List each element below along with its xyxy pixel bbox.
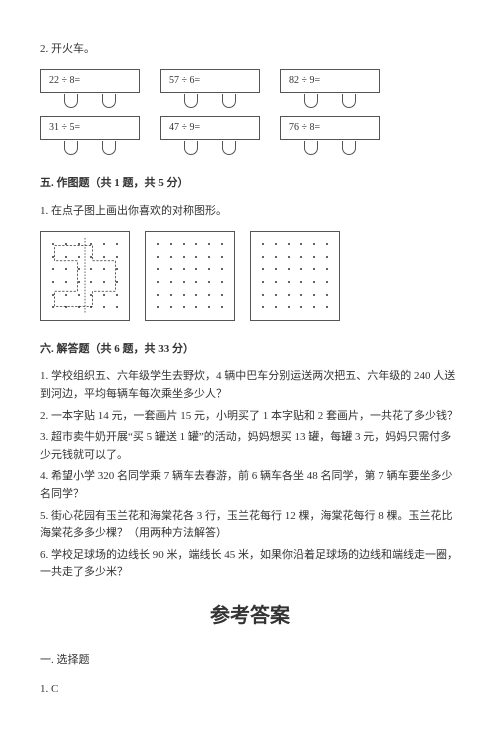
- car-body: 57 ÷ 6=: [160, 69, 260, 93]
- wheel: [342, 141, 356, 155]
- wheels: [40, 94, 140, 108]
- section6-questions: 1. 学校组织五、六年级学生去野炊，4 辆中巴车分别运送两次把五、六年级的 24…: [40, 368, 460, 582]
- train-car: 57 ÷ 6=: [160, 69, 260, 108]
- train-car: 47 ÷ 9=: [160, 116, 260, 155]
- train-car: 22 ÷ 8=: [40, 69, 140, 108]
- symmetry-shape: [47, 238, 123, 314]
- wheel: [342, 94, 356, 108]
- wheel: [222, 141, 236, 155]
- dot-grid-2: [145, 231, 235, 321]
- dot-grid-3: [250, 231, 340, 321]
- car-expr: 57 ÷ 6=: [169, 73, 200, 89]
- train-car: 31 ÷ 5=: [40, 116, 140, 155]
- wheel: [184, 94, 198, 108]
- wheels: [280, 94, 380, 108]
- car-body: 76 ÷ 8=: [280, 116, 380, 140]
- train-car: 76 ÷ 8=: [280, 116, 380, 155]
- section5-q1: 1. 在点子图上画出你喜欢的对称图形。: [40, 203, 460, 221]
- q2-label: 2. 开火车。: [40, 41, 460, 59]
- section6-q: 6. 学校足球场的边线长 90 米，端线长 45 米，如果你沿着足球场的边线和端…: [40, 547, 460, 582]
- section6-q: 1. 学校组织五、六年级学生去野炊，4 辆中巴车分别运送两次把五、六年级的 24…: [40, 368, 460, 403]
- wheel: [102, 94, 116, 108]
- dot-grid-1: [40, 231, 130, 321]
- dot-grids: [40, 231, 460, 321]
- answers-title: 参考答案: [40, 600, 460, 632]
- wheels: [280, 141, 380, 155]
- train-row-1: 22 ÷ 8= 57 ÷ 6= 82 ÷ 9=: [40, 69, 460, 108]
- section5-title: 五. 作图题（共 1 题，共 5 分）: [40, 175, 460, 193]
- section6-q: 5. 街心花园有玉兰花和海棠花各 3 行，玉兰花每行 12 棵，海棠花每行 8 …: [40, 508, 460, 543]
- train-row-2: 31 ÷ 5= 47 ÷ 9= 76 ÷ 8=: [40, 116, 460, 155]
- section6-q: 4. 希望小学 320 名同学乘 7 辆车去春游，前 6 辆车各坐 48 名同学…: [40, 468, 460, 503]
- wheel: [304, 141, 318, 155]
- section6-q: 2. 一本字贴 14 元，一套画片 15 元，小明买了 1 本字贴和 2 套画片…: [40, 408, 460, 426]
- section6-q: 3. 超市卖牛奶开展“买 5 罐送 1 罐”的活动，妈妈想买 13 罐，每罐 3…: [40, 429, 460, 464]
- car-body: 31 ÷ 5=: [40, 116, 140, 140]
- dot-matrix: [152, 238, 228, 314]
- answer-1: 1. C: [40, 681, 460, 699]
- car-expr: 82 ÷ 9=: [289, 73, 320, 89]
- answers-section1-title: 一. 选择题: [40, 652, 460, 670]
- rail: [280, 139, 380, 140]
- train-car: 82 ÷ 9=: [280, 69, 380, 108]
- car-body: 22 ÷ 8=: [40, 69, 140, 93]
- wheels: [160, 141, 260, 155]
- train-rows: 22 ÷ 8= 57 ÷ 6= 82 ÷ 9= 31 ÷ 5= 47 ÷ 9= …: [40, 69, 460, 155]
- rail: [40, 139, 140, 140]
- wheels: [40, 141, 140, 155]
- car-body: 47 ÷ 9=: [160, 116, 260, 140]
- dot-matrix: [257, 238, 333, 314]
- car-body: 82 ÷ 9=: [280, 69, 380, 93]
- rail: [40, 92, 140, 93]
- wheel: [64, 141, 78, 155]
- wheel: [184, 141, 198, 155]
- wheels: [160, 94, 260, 108]
- rail: [280, 92, 380, 93]
- car-expr: 31 ÷ 5=: [49, 120, 80, 136]
- car-expr: 22 ÷ 8=: [49, 73, 80, 89]
- wheel: [64, 94, 78, 108]
- wheel: [102, 141, 116, 155]
- wheel: [222, 94, 236, 108]
- section6-title: 六. 解答题（共 6 题，共 33 分）: [40, 341, 460, 359]
- rail: [160, 139, 260, 140]
- car-expr: 47 ÷ 9=: [169, 120, 200, 136]
- rail: [160, 92, 260, 93]
- wheel: [304, 94, 318, 108]
- car-expr: 76 ÷ 8=: [289, 120, 320, 136]
